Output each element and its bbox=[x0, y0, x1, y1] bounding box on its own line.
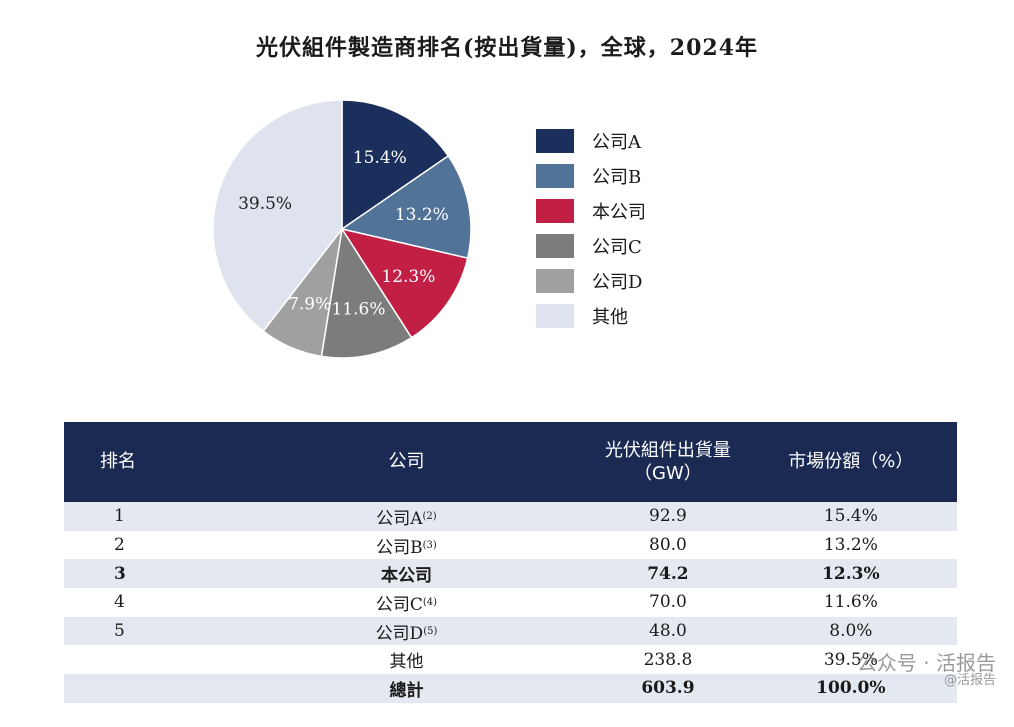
company-name: 總計 bbox=[389, 680, 424, 701]
legend-item-0: 公司A bbox=[536, 123, 646, 158]
header-company: 公司 bbox=[221, 422, 592, 502]
cell-rank bbox=[64, 645, 222, 674]
pie-slice-5 bbox=[212, 99, 343, 333]
pie-slice-2 bbox=[340, 227, 469, 339]
cell-market-share: 11.6% bbox=[823, 592, 878, 613]
cell-company: 公司B(3) bbox=[222, 531, 591, 560]
footnote-marker: (3) bbox=[422, 539, 437, 551]
cell-shipment: 74.2 bbox=[591, 559, 745, 589]
pie-label-1: 13.2% bbox=[395, 205, 449, 225]
cell-rank: 4 bbox=[114, 592, 125, 613]
table-row: 3 本公司 74.2 12.3% bbox=[64, 559, 957, 589]
legend-label: 公司D bbox=[592, 271, 643, 293]
legend-swatch bbox=[536, 128, 574, 153]
company-name: 公司A bbox=[376, 508, 423, 529]
table-row: 5 公司D(5) 48.0 8.0% bbox=[64, 616, 957, 646]
legend-swatch bbox=[536, 163, 574, 188]
cell-shipment: 70.0 bbox=[649, 592, 687, 613]
table-row: 1 公司A(2) 92.9 15.4% bbox=[64, 502, 957, 531]
legend-swatch bbox=[536, 268, 574, 293]
footnote-marker: (5) bbox=[423, 625, 438, 637]
cell-market-share: 13.2% bbox=[823, 535, 878, 556]
watermark-line2: @活报告 bbox=[943, 673, 996, 688]
table-row: 總計 603.9 100.0% bbox=[64, 674, 957, 703]
pie-label-4: 7.9% bbox=[288, 295, 331, 315]
header-shipment: 光伏組件出貨量 （GW） bbox=[591, 422, 745, 502]
cell-company: 公司A(2) bbox=[221, 502, 592, 531]
cell-rank: 5 bbox=[64, 616, 222, 646]
pie-label-5: 39.5% bbox=[238, 194, 292, 214]
pie-slice-1 bbox=[340, 154, 472, 260]
company-name: 其他 bbox=[389, 652, 424, 673]
cell-shipment: 80.0 bbox=[649, 535, 687, 556]
table-row: 其他 238.8 39.5% bbox=[64, 645, 957, 674]
chart-title: 光伏組件製造商排名(按出貨量)，全球，2024年 bbox=[255, 35, 759, 61]
cell-rank bbox=[64, 674, 222, 703]
header-shipment-line2: （GW） bbox=[634, 463, 702, 484]
cell-rank: 1 bbox=[64, 502, 222, 531]
cell-market-share: 39.5% bbox=[823, 649, 878, 670]
legend-label: 公司C bbox=[592, 236, 642, 258]
pie-slice-3 bbox=[320, 226, 413, 359]
cell-shipment: 48.0 bbox=[591, 616, 745, 646]
cell-shipment: 92.9 bbox=[591, 502, 745, 531]
cell-shipment: 603.9 bbox=[591, 674, 745, 703]
header-market-share: 市場份額（%） bbox=[744, 422, 957, 502]
footnote-marker: (4) bbox=[422, 596, 438, 608]
pie-label-2: 12.3% bbox=[381, 267, 435, 287]
pie-label-3: 11.6% bbox=[331, 300, 385, 320]
legend-item-4: 公司D bbox=[536, 263, 646, 298]
cell-company: 本公司 bbox=[221, 559, 592, 589]
legend-item-5: 其他 bbox=[536, 298, 646, 333]
company-name: 公司B bbox=[376, 537, 423, 558]
cell-rank: 3 bbox=[64, 559, 222, 589]
legend-label: 其他 bbox=[592, 306, 628, 328]
legend-swatch bbox=[536, 303, 574, 328]
company-name: 公司D bbox=[375, 623, 424, 644]
footnote-marker: (2) bbox=[422, 510, 437, 522]
legend: 公司A 公司B 本公司公司C 公司D 其他 bbox=[536, 123, 646, 333]
watermark-line1: 公众号 · 活报告 bbox=[856, 651, 996, 675]
cell-market-share: 8.0% bbox=[744, 616, 957, 646]
cell-market-share: 12.3% bbox=[744, 559, 957, 589]
legend-swatch bbox=[536, 198, 574, 223]
cell-rank: 2 bbox=[114, 535, 125, 556]
pie-slice-0 bbox=[341, 99, 450, 231]
cell-company: 公司D(5) bbox=[221, 616, 592, 646]
cell-company: 其他 bbox=[222, 645, 591, 674]
legend-swatch bbox=[536, 233, 574, 258]
pie-chart: 15.4% 13.2% 12.3% 11.6%7.9% 39.5% bbox=[212, 99, 472, 359]
legend-label: 公司B bbox=[592, 166, 642, 188]
legend-item-1: 公司B bbox=[536, 158, 646, 193]
company-name: 公司C bbox=[375, 594, 423, 615]
watermark: 公众号 · 活报告 @活报告 bbox=[857, 652, 996, 688]
table-row: 2 公司B(3) 80.0 13.2% bbox=[64, 531, 957, 560]
header-rank: 排名 bbox=[64, 422, 222, 502]
table-row: 4 公司C(4) 70.0 11.6% bbox=[64, 588, 957, 617]
ranking-table: 排名 公司 光伏組件出貨量 （GW） 市場份額（%） 1 公司A(2) 92.9 15… bbox=[64, 422, 957, 703]
legend-item-3: 公司C bbox=[536, 228, 646, 263]
cell-company: 公司C(4) bbox=[222, 588, 591, 617]
legend-label: 公司A bbox=[592, 131, 641, 153]
company-name: 本公司 bbox=[380, 566, 432, 587]
cell-market-share: 15.4% bbox=[744, 502, 957, 531]
header-shipment-line1: 光伏組件出貨量 bbox=[604, 439, 731, 461]
legend-label: 本公司 bbox=[592, 201, 646, 223]
legend-item-2: 本公司 bbox=[536, 193, 646, 228]
cell-shipment: 238.8 bbox=[643, 649, 693, 670]
table-header-row: 排名 公司 光伏組件出貨量 （GW） 市場份額（%） bbox=[64, 422, 957, 502]
cell-company: 總計 bbox=[221, 674, 592, 703]
pie-label-0: 15.4% bbox=[353, 148, 407, 168]
cell-market-share: 100.0% bbox=[744, 674, 957, 703]
